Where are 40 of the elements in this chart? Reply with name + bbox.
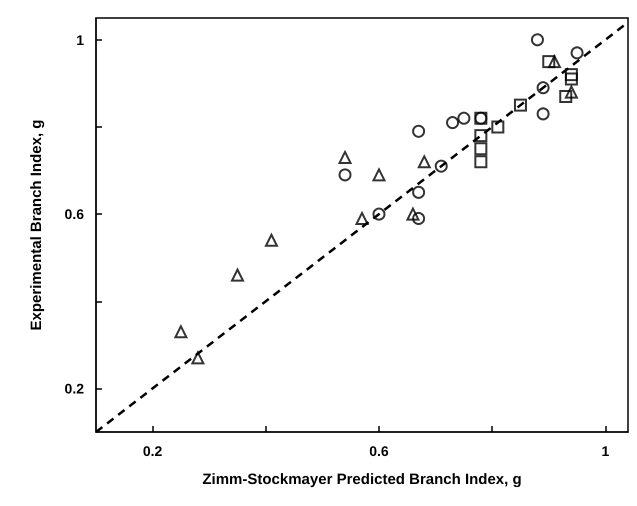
point xyxy=(474,155,488,168)
point xyxy=(536,81,550,94)
point xyxy=(412,212,426,225)
point xyxy=(474,129,488,142)
point xyxy=(412,186,426,199)
point xyxy=(372,168,386,182)
point xyxy=(174,325,188,338)
point xyxy=(356,212,368,225)
point xyxy=(564,72,578,86)
point xyxy=(570,46,584,60)
point xyxy=(514,98,527,112)
x-tick-label: 1 xyxy=(601,443,610,459)
point xyxy=(412,124,426,138)
point xyxy=(548,55,561,68)
y-tick-label: 1 xyxy=(76,32,84,48)
point xyxy=(338,150,352,164)
point xyxy=(406,208,420,221)
y-axis-title: Experimental Branch Index, g xyxy=(28,120,45,330)
point xyxy=(338,168,352,182)
point xyxy=(564,86,578,99)
x-axis-title: Zimm-Stockmayer Predicted Branch Index, g xyxy=(202,471,522,488)
x-tick-label: 0.6 xyxy=(369,443,389,459)
y-tick-label: 0.2 xyxy=(64,380,84,396)
point xyxy=(536,107,550,120)
point xyxy=(457,112,470,125)
point xyxy=(530,33,544,46)
point xyxy=(264,234,278,247)
y-tick-label: 0.6 xyxy=(64,206,84,222)
point xyxy=(418,155,431,168)
point xyxy=(474,142,488,156)
point xyxy=(230,268,244,282)
point xyxy=(491,120,504,134)
point xyxy=(559,90,572,103)
point xyxy=(372,208,386,221)
point xyxy=(434,160,448,173)
point xyxy=(564,68,578,82)
point xyxy=(542,55,556,68)
x-tick-label: 0.2 xyxy=(142,443,163,459)
point xyxy=(446,116,460,130)
point xyxy=(191,351,204,364)
